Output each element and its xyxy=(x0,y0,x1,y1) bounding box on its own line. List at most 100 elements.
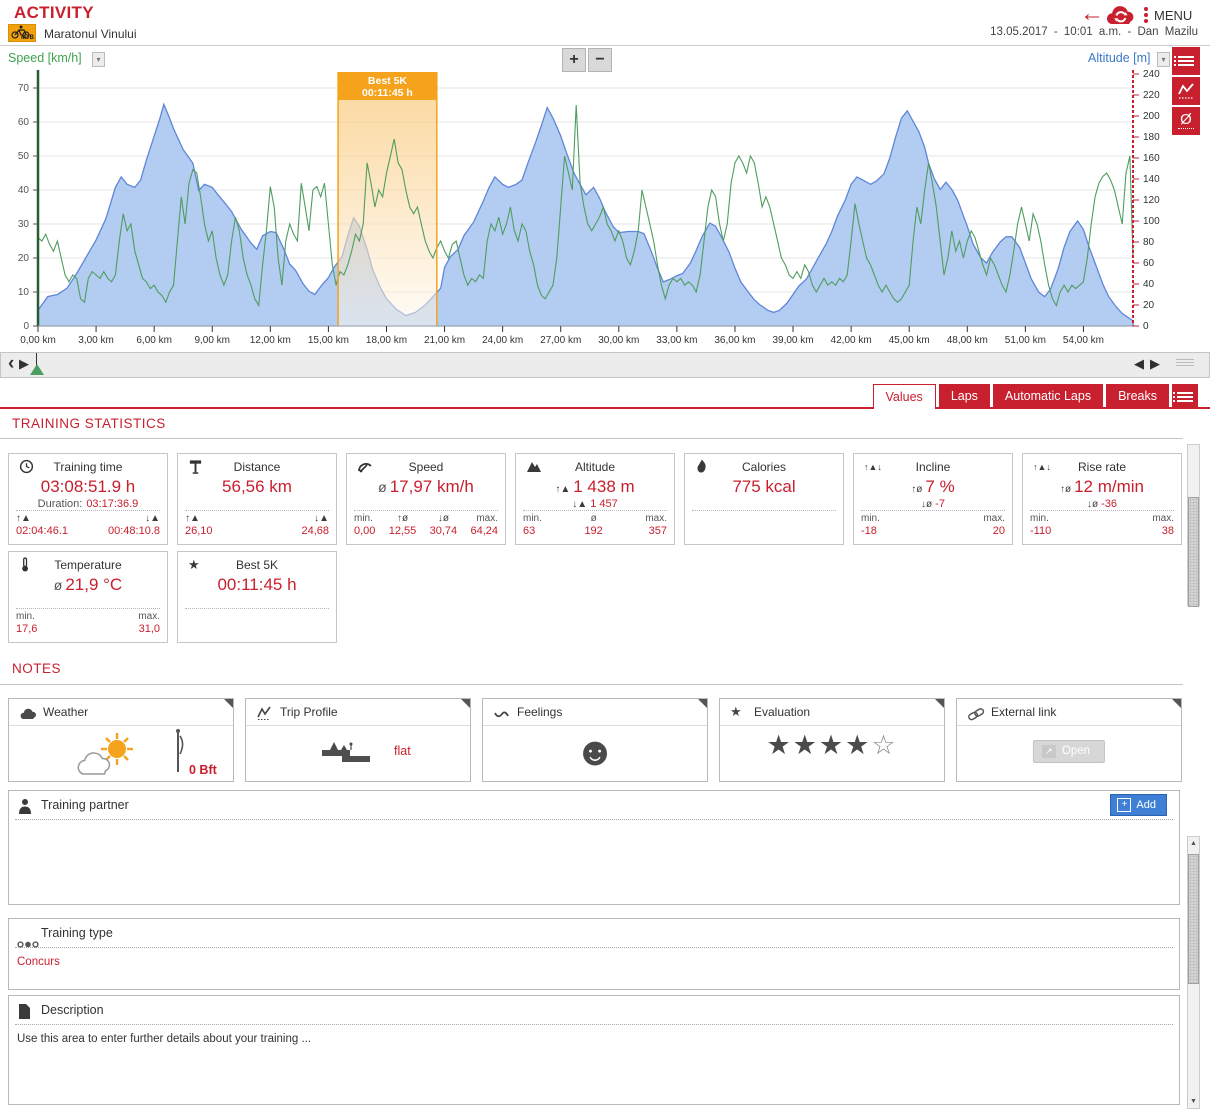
downhill-icon: ↓▲ xyxy=(145,513,160,524)
right-axis-label[interactable]: Altitude [m] xyxy=(1088,51,1151,65)
svg-text:0: 0 xyxy=(23,321,29,332)
chart-list-button[interactable] xyxy=(1172,47,1200,75)
scroll-right-icon[interactable]: ▶ xyxy=(1150,356,1160,371)
tab-automatic-laps[interactable]: Automatic Laps xyxy=(992,384,1104,409)
zoom-in-button[interactable]: + xyxy=(562,48,586,72)
star-rating[interactable]: ★★★★☆ xyxy=(720,730,944,761)
downhill-average-icon: ↓ø xyxy=(437,513,449,524)
zoom-out-button[interactable]: − xyxy=(588,48,612,72)
stat-value: 00:11:45 h xyxy=(217,575,297,594)
trip-profile-title: Trip Profile xyxy=(280,705,338,719)
description-input[interactable]: Use this area to enter further details a… xyxy=(17,1033,312,1045)
scrollbar-thumb[interactable] xyxy=(1188,497,1199,607)
stat-value: ø 21,9 °C xyxy=(53,575,123,594)
curve-icon xyxy=(1178,83,1194,99)
tab-laps[interactable]: Laps xyxy=(938,384,990,409)
profile-chart-icon xyxy=(256,704,272,730)
star-filled-icon[interactable]: ★ xyxy=(792,730,819,760)
stats-scrollbar[interactable] xyxy=(1187,444,1200,607)
incline-icon: ↑▲↓ xyxy=(1033,462,1051,472)
feelings-card[interactable]: Feelings ☻ xyxy=(482,698,708,782)
scroll-down-icon[interactable]: ▼ xyxy=(1190,1098,1197,1105)
svg-text:3,00 km: 3,00 km xyxy=(78,335,114,346)
star-filled-icon[interactable]: ★ xyxy=(845,730,872,760)
edit-corner-icon xyxy=(461,699,470,708)
uphill-average-icon: ↑ø xyxy=(396,513,409,524)
notes-scrollbar[interactable]: ▲ ▼ xyxy=(1187,836,1200,1109)
speed-axis-dropdown[interactable]: ▾ xyxy=(92,52,105,67)
stat-card-distance: Distance 56,56 km ↑▲ 26,10 ↓▲ 24,68 xyxy=(177,453,337,545)
svg-text:20: 20 xyxy=(1143,300,1155,311)
stat-minmax-row: min. -110 max. 38 xyxy=(1030,510,1174,541)
external-link-card[interactable]: External link ↗ Open xyxy=(956,698,1182,782)
back-icon[interactable]: ← xyxy=(1080,0,1104,27)
cloud-sync-icon[interactable] xyxy=(1103,2,1139,33)
chart-scrollbar[interactable] xyxy=(0,352,1210,378)
star-empty-icon[interactable]: ☆ xyxy=(871,730,898,760)
open-link-button[interactable]: ↗ Open xyxy=(1032,740,1106,763)
svg-text:12,00 km: 12,00 km xyxy=(250,335,291,346)
smiley-happy-icon: ☻ xyxy=(573,730,617,774)
altitude-axis-dropdown[interactable]: ▾ xyxy=(1157,52,1170,67)
scroll-handle-left-icon[interactable]: ▶ xyxy=(19,356,29,371)
activity-name: Maratonul Vinului xyxy=(44,27,137,41)
scroll-position-marker[interactable] xyxy=(30,364,44,375)
star-icon: ★ xyxy=(188,557,200,572)
stats-heading: TRAINING STATISTICS xyxy=(12,416,166,431)
chart-average-button[interactable]: Ø xyxy=(1172,107,1200,135)
svg-text:180: 180 xyxy=(1143,132,1160,143)
downhill-average-icon: ↓ø xyxy=(921,499,933,510)
tab-breaks[interactable]: Breaks xyxy=(1106,384,1169,409)
clock-icon xyxy=(19,459,34,474)
scrollbar-thumb[interactable] xyxy=(1188,854,1199,984)
training-type-value[interactable]: Concurs xyxy=(17,956,60,968)
panel-divider xyxy=(15,819,1173,820)
scrollbar-grip[interactable] xyxy=(1176,359,1194,368)
edit-corner-icon xyxy=(698,699,707,708)
stat-title: Rise rate xyxy=(1077,460,1127,474)
trip-profile-card[interactable]: Trip Profile flat xyxy=(245,698,471,782)
stat-title: Incline xyxy=(915,460,951,474)
svg-text:200: 200 xyxy=(1143,111,1160,122)
activity-chart[interactable]: Best 5K 00:11:45 h 0 10 20 30 40 50 60 70 0 20 40 60 8… xyxy=(0,45,1210,352)
notes-heading: NOTES xyxy=(12,661,62,676)
wind-value: 0 Bft xyxy=(189,763,217,777)
activity-meta: 13.05.2017 - 10:01 a.m. - Dan Mazilu xyxy=(990,26,1198,38)
average-icon: Ø xyxy=(1178,111,1194,129)
stat-title: Distance xyxy=(233,460,281,474)
star-filled-icon[interactable]: ★ xyxy=(766,730,793,760)
svg-text:220: 220 xyxy=(1143,90,1160,101)
tab-values[interactable]: Values xyxy=(872,384,936,409)
edit-corner-icon xyxy=(224,699,233,708)
weather-card[interactable]: Weather xyxy=(8,698,234,782)
hamburger-icon xyxy=(1174,54,1194,68)
evaluation-card[interactable]: ★ Evaluation ★★★★☆ xyxy=(719,698,945,782)
svg-text:18,00 km: 18,00 km xyxy=(366,335,407,346)
stat-minmax-row: ↑▲ 26,10 ↓▲ 24,68 xyxy=(185,510,329,541)
star-filled-icon[interactable]: ★ xyxy=(818,730,846,760)
scroll-up-icon[interactable]: ▲ xyxy=(1190,840,1197,847)
chart-curve-button[interactable] xyxy=(1172,77,1200,105)
person-icon xyxy=(17,797,33,825)
training-partner-title: Training partner xyxy=(41,798,129,812)
stat-subvalue: ↓ø -36 xyxy=(1086,498,1117,510)
tab-list-button[interactable] xyxy=(1172,384,1198,409)
stat-subvalue: ↓▲ 1 457 xyxy=(572,498,618,510)
menu-button[interactable]: MENU xyxy=(1144,7,1192,23)
scroll-left-icon[interactable]: ‹ xyxy=(8,353,15,374)
svg-text:40: 40 xyxy=(1143,279,1155,290)
external-link-title: External link xyxy=(991,705,1057,719)
stat-value: 56,56 km xyxy=(222,477,292,496)
stat-minmax-row: min. 63 ø 192 max. 357 xyxy=(523,510,667,541)
stat-minmax-row: min. 17,6 max. 31,0 xyxy=(16,608,160,639)
svg-text:70: 70 xyxy=(18,83,30,94)
add-partner-button[interactable]: + Add xyxy=(1110,794,1167,816)
mountain-icon xyxy=(527,462,541,472)
notes-divider xyxy=(0,684,1183,685)
kebab-dots-icon xyxy=(1144,7,1148,23)
svg-text:24,00 km: 24,00 km xyxy=(482,335,523,346)
stats-divider xyxy=(0,438,1183,439)
left-axis-label[interactable]: Speed [km/h] xyxy=(8,51,82,65)
scroll-handle-right-icon[interactable]: ◀ xyxy=(1134,356,1144,371)
